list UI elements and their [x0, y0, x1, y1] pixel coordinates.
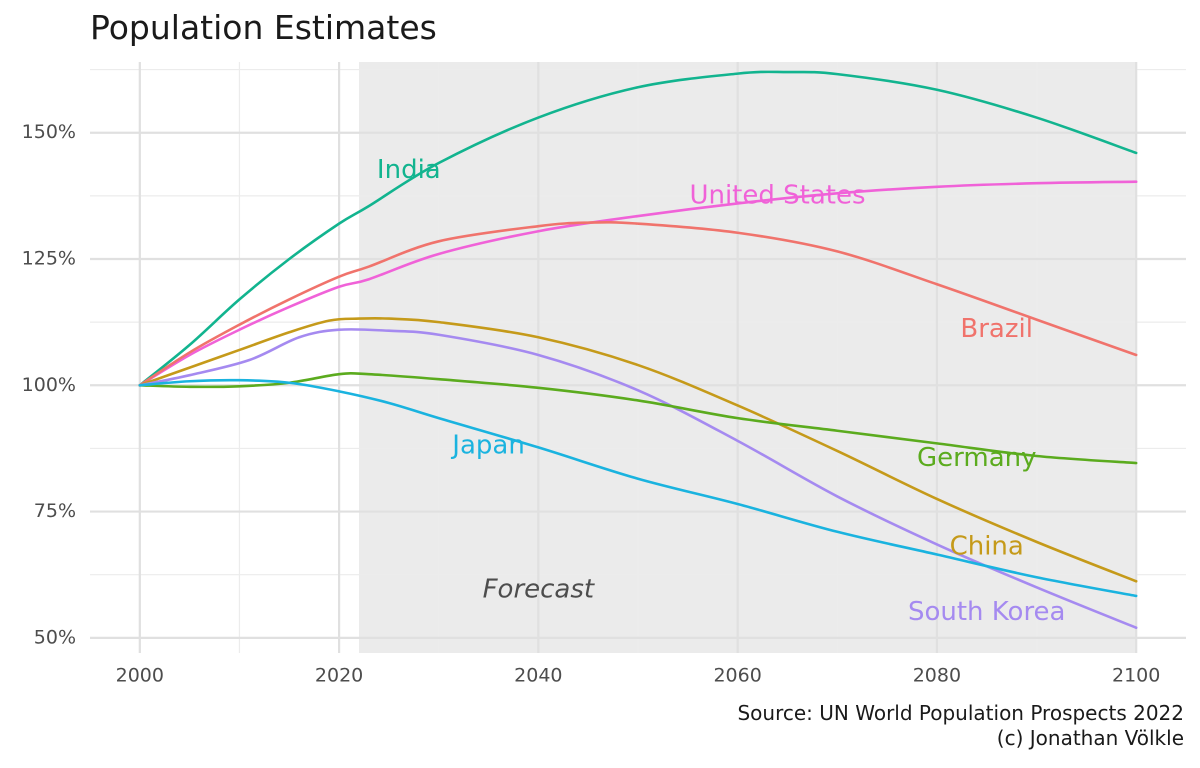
- chart-title: Population Estimates: [90, 8, 437, 47]
- series-line-china: [138, 316, 1138, 583]
- x-tick-label: 2080: [913, 665, 961, 687]
- series-line-brazil: [138, 221, 1138, 387]
- forecast-shading: [359, 62, 1137, 653]
- forecast-region: [359, 62, 1137, 653]
- series-line-united-states: [138, 180, 1138, 387]
- series-label-china: China: [950, 531, 1024, 561]
- y-tick-label: 100%: [22, 374, 76, 396]
- axis-tick-labels: 50% 75% 100% 125% 150% 2000 2020 2040 2060 2080 21…: [22, 121, 1161, 686]
- x-tick-label: 2060: [713, 665, 761, 687]
- y-tick-label: 75%: [34, 500, 76, 522]
- x-tick-label: 2040: [514, 665, 562, 687]
- caption-source: Source: UN World Population Prospects 20…: [737, 701, 1184, 725]
- series-line-japan: [138, 378, 1138, 598]
- series-label-brazil: Brazil: [960, 314, 1033, 344]
- caption-credit: (c) Jonathan Völkle: [996, 726, 1184, 750]
- series-lines: [138, 70, 1138, 630]
- y-tick-label: 50%: [34, 626, 76, 648]
- series-line-south-korea: [138, 327, 1138, 630]
- x-tick-label: 2000: [116, 665, 164, 687]
- y-tick-label: 125%: [22, 248, 76, 270]
- x-tick-label: 2020: [315, 665, 363, 687]
- y-tick-label: 150%: [22, 121, 76, 143]
- series-label-south-korea: South Korea: [908, 597, 1066, 627]
- series-label-india: India: [377, 155, 441, 185]
- series-labels: India United States Brazil China South Korea…: [377, 155, 1066, 627]
- series-label-germany: Germany: [917, 443, 1037, 473]
- series-line-india: [138, 70, 1138, 387]
- forecast-label: Forecast: [483, 574, 595, 604]
- series-label-united-states: United States: [689, 180, 865, 210]
- x-tick-label: 2100: [1112, 665, 1160, 687]
- series-line-germany: [138, 372, 1138, 465]
- series-label-japan: Japan: [450, 430, 525, 460]
